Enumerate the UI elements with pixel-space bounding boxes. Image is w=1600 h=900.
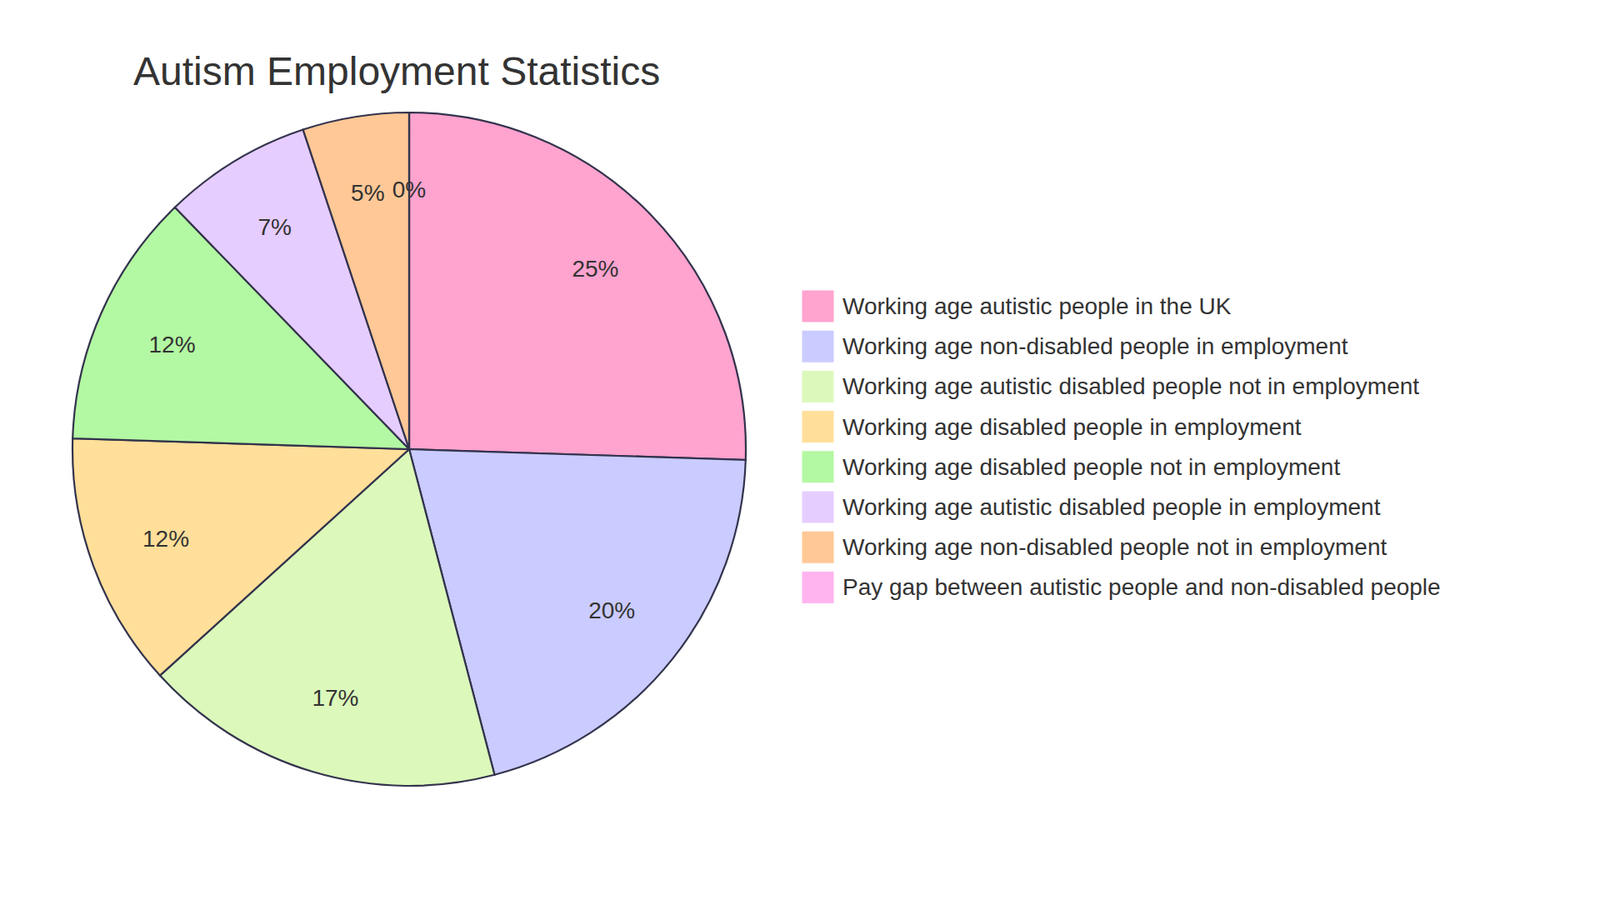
legend-item: Pay gap between autistic people and non-…	[801, 570, 1441, 604]
legend-swatch	[801, 490, 835, 524]
legend-item: Working age autistic disabled people not…	[801, 370, 1420, 403]
title: Autism Employment Statistics	[133, 49, 660, 94]
legend-label: Working age autistic disabled people in …	[842, 494, 1381, 520]
slice	[409, 112, 746, 460]
data-label: 20%	[588, 597, 635, 624]
legend-item: Working age non-disabled people not in e…	[801, 530, 1387, 564]
legend-label: Pay gap between autistic people and non-…	[842, 574, 1441, 600]
slice	[303, 112, 410, 450]
legend-swatch	[801, 330, 835, 363]
legend-label: Working age disabled people in employmen…	[842, 414, 1302, 440]
legend-label: Working age non-disabled people not in e…	[842, 534, 1387, 560]
data-label: 0%	[392, 176, 426, 203]
data-label: 12%	[149, 331, 196, 358]
legend-swatch	[801, 570, 835, 604]
legend-item: Working age autistic disabled people in …	[801, 490, 1381, 524]
slice	[72, 438, 410, 676]
slice	[408, 112, 410, 450]
legend-swatch	[801, 530, 835, 564]
chart: Autism Employment Statistics 25% 20% 17% 12%…	[0, 0, 1600, 900]
data-label: 12%	[142, 525, 190, 552]
pie: 25% 20% 17% 12% 12% 7% 5% 0%	[72, 112, 746, 786]
data-label: 5%	[350, 180, 385, 206]
legend-item: Working age non-disabled people in emplo…	[801, 330, 1349, 363]
legend-item: Working age autistic people in the UK	[801, 290, 1232, 323]
legend-swatch	[801, 410, 835, 444]
legend-label: Working age autistic disabled people not…	[842, 373, 1420, 400]
legend: Working age autistic people in the UK Wor…	[801, 290, 1441, 604]
legend-label: Working age disabled people not in emplo…	[842, 454, 1340, 480]
background	[0, 0, 1600, 900]
legend-label: Working age autistic people in the UK	[842, 293, 1232, 320]
data-label: 25%	[571, 255, 619, 282]
legend-label: Working age non-disabled people in emplo…	[842, 333, 1349, 360]
legend-swatch	[801, 450, 835, 484]
legend-item: Working age disabled people not in emplo…	[801, 450, 1340, 484]
data-label: 7%	[258, 214, 292, 240]
legend-swatch	[801, 370, 835, 403]
data-label: 17%	[311, 685, 359, 711]
legend-swatch	[801, 290, 835, 323]
legend-item: Working age disabled people in employmen…	[801, 410, 1302, 444]
